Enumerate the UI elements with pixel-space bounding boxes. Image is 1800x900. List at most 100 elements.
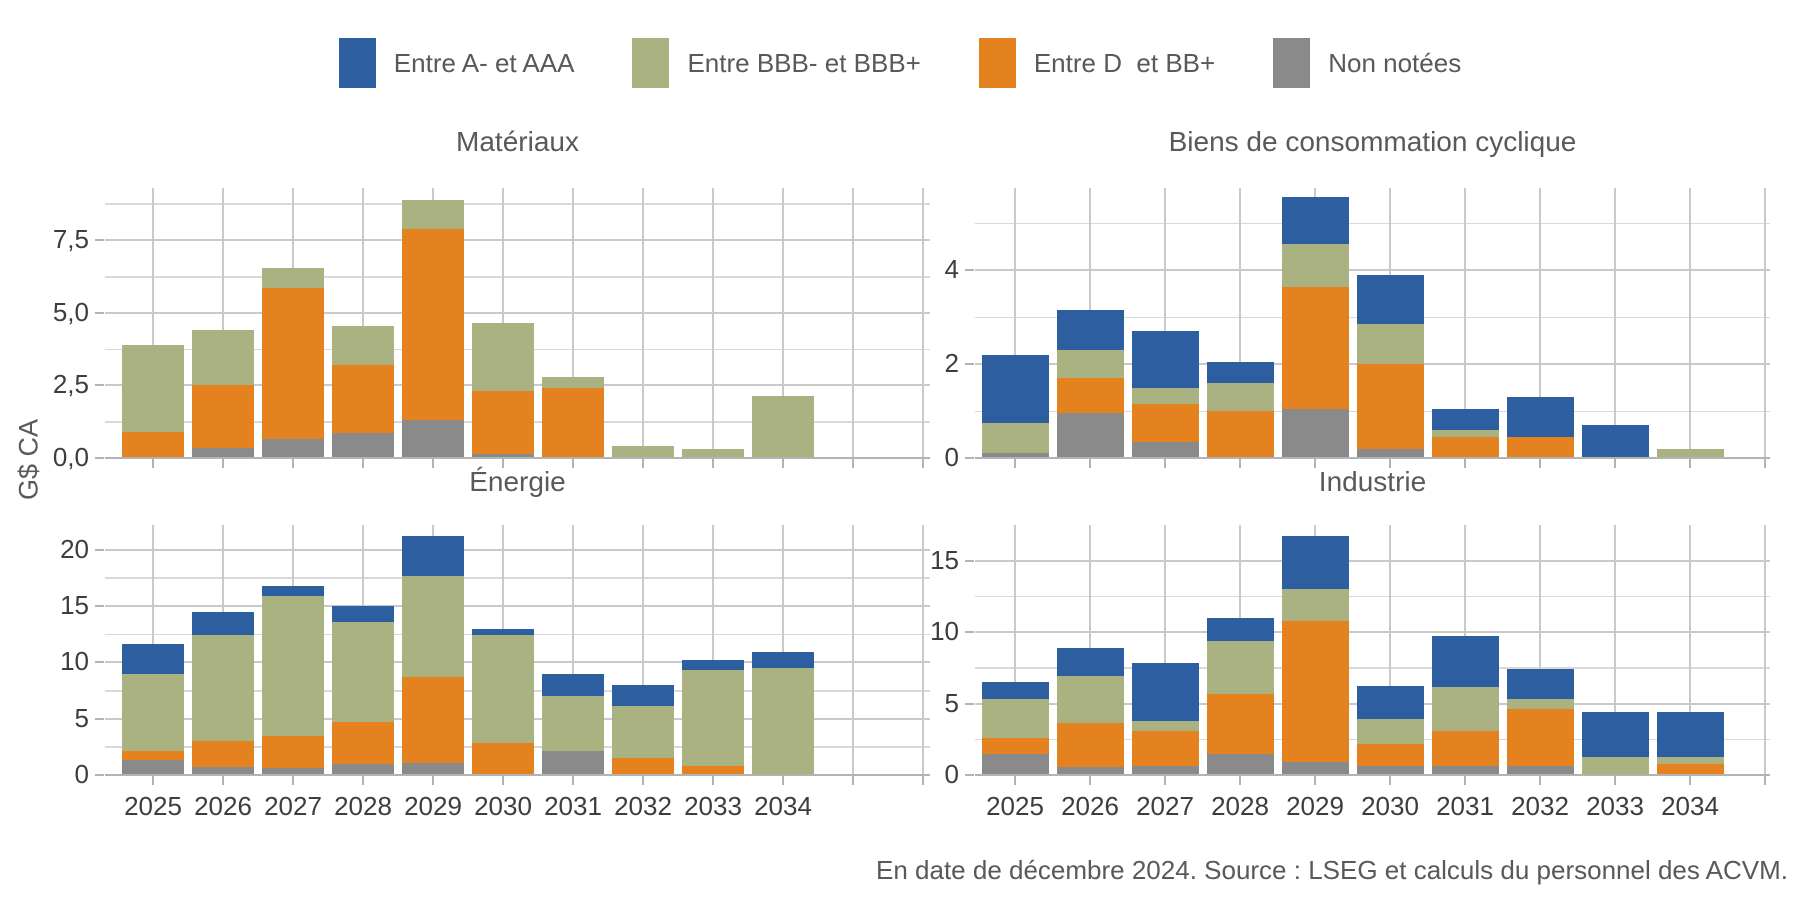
bar-segment — [332, 764, 394, 775]
y-tick-mark — [965, 269, 974, 272]
minor-gridline — [105, 203, 930, 205]
x-tick-label: 2033 — [1586, 791, 1644, 821]
bar-segment — [1206, 411, 1274, 458]
bar-segment — [1356, 274, 1424, 325]
y-tick-label: 2 — [944, 348, 959, 379]
x-tick-mark — [1164, 776, 1166, 785]
x-tick-mark — [1464, 459, 1466, 468]
bar-segment — [542, 376, 604, 389]
x-tick-mark — [782, 459, 784, 468]
x-tick-label: 2034 — [1661, 791, 1719, 821]
x-tick-mark — [572, 459, 574, 468]
x-tick-mark — [852, 776, 854, 785]
bar-segment — [122, 431, 184, 457]
x-tick-mark — [712, 459, 714, 468]
bar-segment — [1656, 712, 1724, 758]
vertical-gridline — [1689, 188, 1691, 458]
vertical-gridline — [502, 188, 504, 458]
x-axis-line — [975, 774, 1770, 776]
bar-segment — [192, 635, 254, 742]
bar-segment — [752, 668, 814, 775]
bar-segment — [1056, 722, 1124, 768]
bar-segment — [1431, 636, 1499, 688]
bar-segment — [472, 453, 534, 458]
bar-segment — [1206, 753, 1274, 775]
bar-segment — [542, 751, 604, 775]
plot-area — [95, 525, 930, 785]
bar-segment — [981, 699, 1049, 738]
bar-segment — [1206, 382, 1274, 412]
bar-segment — [981, 422, 1049, 454]
bar-segment — [612, 446, 674, 458]
bar-segment — [1056, 350, 1124, 379]
bar-segment — [402, 199, 464, 229]
bar-segment — [1506, 709, 1574, 766]
bar-segment — [122, 760, 184, 775]
x-tick-mark — [432, 776, 434, 785]
vertical-gridline — [1539, 188, 1541, 458]
x-tick-mark — [222, 459, 224, 468]
x-tick-mark — [1014, 459, 1016, 468]
bar-segment — [192, 330, 254, 386]
legend-swatch — [632, 38, 670, 88]
x-tick-label: 2028 — [334, 791, 392, 821]
bar-segment — [262, 595, 324, 736]
bar-segment — [192, 447, 254, 458]
x-tick-mark — [1614, 776, 1616, 785]
x-tick-mark — [152, 459, 154, 468]
vertical-gridline — [1464, 188, 1466, 458]
panel-title: Biens de consommation cyclique — [1168, 126, 1577, 157]
bar-segment — [1281, 244, 1349, 287]
bar-segment — [262, 267, 324, 289]
bar-segment — [402, 228, 464, 421]
bar-segment — [1356, 324, 1424, 365]
bar-segment — [472, 743, 534, 775]
bar-segment — [542, 673, 604, 697]
vertical-gridline — [1014, 188, 1016, 458]
bar-segment — [472, 635, 534, 744]
x-tick-label: 2025 — [986, 791, 1044, 821]
bar-segment — [1356, 719, 1424, 744]
legend-item: Non notées — [1273, 38, 1461, 88]
bar-segment — [1656, 757, 1724, 765]
bar-segment — [332, 433, 394, 458]
bar-segment — [332, 722, 394, 765]
bar-segment — [402, 536, 464, 576]
y-tick-label: 15 — [60, 590, 89, 621]
bar-segment — [262, 439, 324, 458]
bar-segment — [682, 766, 744, 775]
bar-segment — [192, 611, 254, 636]
x-tick-mark — [502, 459, 504, 468]
bar-segment — [192, 741, 254, 767]
y-tick-label: 4 — [944, 254, 959, 285]
bar-segment — [1431, 408, 1499, 430]
x-tick-mark — [1764, 459, 1766, 468]
chart-legend: Entre A- et AAA Entre BBB- et BBB+ Entre D… — [0, 38, 1800, 88]
bar-segment — [1056, 767, 1124, 775]
bar-segment — [1056, 310, 1124, 350]
bar-segment — [1131, 730, 1199, 766]
x-tick-mark — [782, 776, 784, 785]
x-tick-mark — [852, 459, 854, 468]
bar-segment — [122, 644, 184, 674]
bar-segment — [1281, 536, 1349, 590]
bar-segment — [1131, 331, 1199, 388]
bar-segment — [1356, 685, 1424, 720]
legend-label: Entre D et BB+ — [1033, 47, 1216, 78]
bar-segment — [1056, 378, 1124, 414]
bar-segment — [1281, 408, 1349, 458]
y-tick-mark — [965, 363, 974, 366]
x-tick-label: 2026 — [194, 791, 252, 821]
vertical-gridline — [572, 188, 574, 458]
vertical-gridline — [712, 525, 714, 775]
bar-segment — [752, 652, 814, 669]
bar-segment — [1506, 765, 1574, 775]
bar-segment — [1431, 731, 1499, 767]
y-tick-mark — [965, 774, 974, 776]
bar-segment — [1056, 413, 1124, 458]
y-tick-label: 0 — [74, 759, 89, 789]
x-tick-mark — [1539, 776, 1541, 785]
x-axis-line — [105, 774, 930, 776]
major-gridline — [105, 239, 930, 242]
bar-segment — [332, 365, 394, 434]
